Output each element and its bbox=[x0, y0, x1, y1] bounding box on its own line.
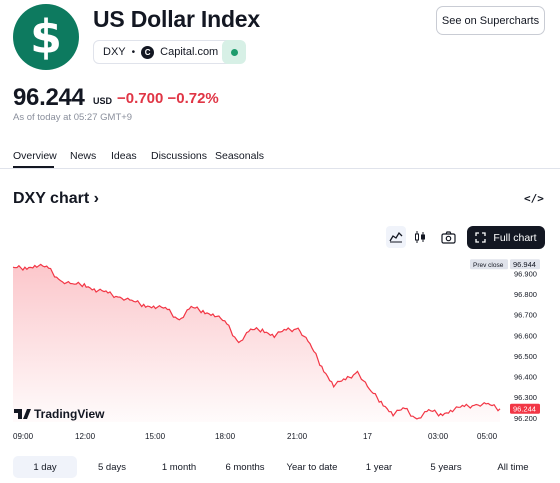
prev-close-badge bbox=[470, 259, 508, 270]
provider-label: Capital.com bbox=[160, 46, 219, 58]
range-all-time[interactable]: All time bbox=[497, 461, 529, 473]
separator-dot: • bbox=[131, 46, 136, 58]
dxy-logo: $ bbox=[13, 4, 79, 70]
y-tick-label: 96.300 bbox=[514, 393, 537, 402]
embed-code-icon[interactable]: </> bbox=[524, 192, 544, 205]
camera-icon[interactable] bbox=[438, 226, 458, 248]
area-line-icon[interactable] bbox=[386, 226, 406, 248]
candlestick-icon[interactable] bbox=[410, 226, 430, 248]
range-1-day[interactable]: 1 day bbox=[13, 456, 77, 478]
price-change: −0.700 −0.72% bbox=[117, 90, 219, 107]
chart-heading-link[interactable]: DXY chart › bbox=[13, 190, 99, 208]
symbol-provider-selector[interactable]: DXY • C Capital.com ⌄ bbox=[93, 40, 244, 64]
y-tick-label: 96.500 bbox=[514, 352, 537, 361]
range-year-to-date[interactable]: Year to date bbox=[286, 461, 338, 473]
price-line bbox=[12, 263, 501, 420]
active-tab-indicator bbox=[13, 166, 54, 168]
x-tick-label: 12:00 bbox=[75, 432, 96, 441]
as-of-timestamp: As of today at 05:27 GMT+9 bbox=[13, 112, 133, 123]
page-title: US Dollar Index bbox=[93, 6, 260, 32]
x-tick-label: 15:00 bbox=[145, 432, 166, 441]
range-5-days[interactable]: 5 days bbox=[98, 461, 126, 473]
full-chart-label: Full chart bbox=[493, 231, 537, 244]
price-area bbox=[13, 264, 500, 422]
time-range-selector: 1 day 5 days 1 month 6 months Year to da… bbox=[13, 456, 550, 478]
y-tick-label: 96.700 bbox=[514, 311, 537, 320]
tab-seasonals[interactable]: Seasonals bbox=[215, 150, 265, 162]
range-1-month[interactable]: 1 month bbox=[161, 461, 197, 473]
x-tick-label: 03:00 bbox=[428, 432, 449, 441]
last-price-badge bbox=[510, 403, 540, 414]
change-percent: −0.72% bbox=[167, 90, 219, 107]
tab-divider bbox=[0, 168, 560, 169]
y-tick-label: 96.600 bbox=[514, 331, 537, 340]
range-1-year[interactable]: 1 year bbox=[365, 461, 393, 473]
dxy-price-chart[interactable]: 96.900 96.800 96.700 96.600 96.500 96.400 96.3… bbox=[0, 255, 560, 445]
x-tick-label: 05:00 bbox=[477, 432, 498, 441]
last-price-value: 96.244 bbox=[513, 404, 536, 413]
x-tick-label: 18:00 bbox=[215, 432, 236, 441]
dollar-sign-icon: $ bbox=[29, 10, 62, 64]
status-dot-icon bbox=[230, 48, 238, 56]
range-5-years[interactable]: 5 years bbox=[430, 461, 462, 473]
chart-heading-text: DXY chart bbox=[13, 190, 90, 207]
x-tick-label: 21:00 bbox=[287, 432, 308, 441]
x-tick-label: 17 bbox=[363, 432, 372, 441]
x-tick-label: 09:00 bbox=[13, 432, 34, 441]
tradingview-watermark: TradingView bbox=[34, 407, 105, 421]
y-tick-label: 96.200 bbox=[514, 414, 537, 423]
see-on-supercharts-button[interactable]: See on Supercharts bbox=[436, 6, 545, 35]
y-tick-label: 96.400 bbox=[514, 373, 537, 382]
tab-ideas[interactable]: Ideas bbox=[111, 150, 137, 162]
symbol-label: DXY bbox=[103, 46, 126, 58]
provider-logo-icon: C bbox=[141, 45, 155, 59]
range-6-months[interactable]: 6 months bbox=[225, 461, 265, 473]
y-tick-label: 96.800 bbox=[514, 290, 537, 299]
change-value: −0.700 bbox=[117, 90, 164, 107]
tradingview-logo-icon bbox=[14, 409, 31, 419]
tab-overview[interactable]: Overview bbox=[13, 150, 57, 162]
full-chart-button[interactable]: Full chart bbox=[467, 226, 545, 249]
currency-label: USD bbox=[93, 96, 113, 106]
current-price: 96.244 bbox=[13, 84, 85, 111]
prev-close-value: 96.944 bbox=[513, 260, 536, 269]
chevron-right-icon: › bbox=[93, 190, 99, 207]
prev-close-value-badge bbox=[510, 259, 540, 270]
y-tick-label: 96.900 bbox=[514, 269, 537, 278]
tab-news[interactable]: News bbox=[70, 150, 97, 162]
fullscreen-icon bbox=[475, 232, 487, 243]
tab-discussions[interactable]: Discussions bbox=[151, 150, 208, 162]
market-status-indicator[interactable] bbox=[222, 40, 246, 64]
prev-close-label: Prev close bbox=[473, 262, 504, 269]
